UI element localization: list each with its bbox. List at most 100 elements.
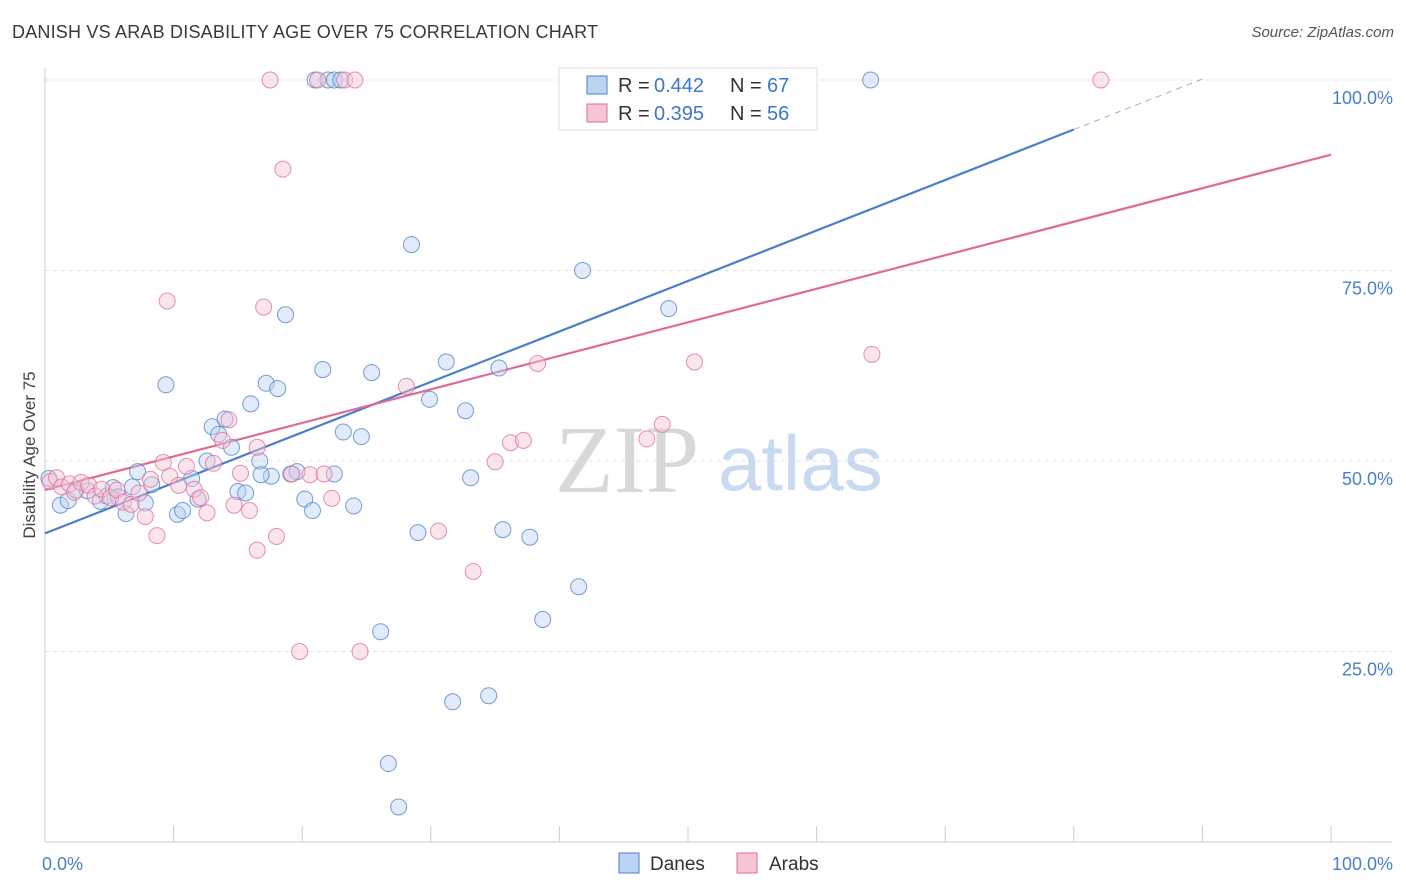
trendline-danes [44,128,1075,535]
point-danes-61 [534,610,552,628]
point-danes-57 [480,687,498,705]
point-arabs-39 [315,465,333,483]
point-arabs-18 [161,467,179,485]
point-danes-54 [444,693,462,711]
point-danes-40 [345,497,363,515]
point-danes-49 [332,71,350,89]
point-arabs-14 [136,508,154,526]
point-danes-63 [574,262,592,279]
point-danes-38 [325,465,343,483]
axes [44,68,1392,843]
point-arabs-48 [464,562,482,580]
chart-title: DANISH VS ARAB DISABILITY AGE OVER 75 CO… [12,22,599,42]
y-tick-label-100: 100.0% [1332,88,1393,108]
point-arabs-44 [158,292,176,310]
bottom-legend-swatch-danes [618,852,640,874]
legend-r-value-danes: 0.442 [654,75,704,97]
legend: R = 0.442 N = 67 R = 0.395 N = 56 [558,67,818,131]
point-danes-23 [222,438,240,456]
point-arabs-47 [430,522,448,540]
point-arabs-15 [141,470,159,488]
point-arabs-22 [192,489,210,507]
point-arabs-45 [248,541,266,559]
point-arabs-26 [220,411,238,429]
point-danes-31 [252,466,270,484]
point-danes-52 [421,390,439,408]
bottom-legend-label-arabs: Arabs [769,854,819,875]
point-arabs-28 [231,464,249,482]
y-tick-label-25: 25.0% [1342,660,1393,680]
point-danes-59 [494,521,512,539]
point-arabs-23 [198,504,216,522]
point-arabs-35 [283,465,301,483]
point-arabs-41 [336,71,354,89]
legend-r-label-danes: R = [618,75,650,97]
point-arabs-27 [225,496,243,514]
point-arabs-40 [323,489,341,507]
point-arabs-49 [486,453,504,471]
point-danes-39 [334,423,352,441]
point-arabs-38 [309,71,327,89]
point-danes-27 [251,452,269,470]
point-danes-41 [352,428,370,446]
point-danes-44 [379,755,397,773]
point-danes-13 [143,476,161,494]
x-tick-label-0: 0.0% [42,854,83,874]
trendline-extension-danes [1073,78,1203,130]
legend-r-label-arabs: R = [618,103,650,125]
point-danes-43 [372,623,390,641]
point-danes-66 [862,71,880,89]
point-arabs-46 [397,377,415,395]
point-danes-53 [437,353,455,371]
point-arabs-51 [514,431,532,449]
legend-n-value-arabs: 56 [767,103,789,125]
point-arabs-13 [130,484,148,502]
legend-r-value-arabs: 0.395 [654,103,704,125]
legend-swatch-arabs [586,103,608,123]
point-danes-18 [189,490,207,508]
data-points [40,71,1110,816]
point-arabs-31 [255,298,273,316]
point-arabs-43 [351,643,369,660]
point-arabs-56 [863,345,881,363]
point-danes-50 [403,236,421,254]
watermark-zip: ZIP [555,406,699,513]
x-tick-label-100: 100.0% [1332,854,1393,874]
legend-n-value-danes: 67 [767,75,789,97]
point-arabs-4 [66,483,84,501]
point-arabs-50 [502,434,520,452]
trendline-arabs [44,153,1332,492]
point-arabs-17 [154,454,172,472]
point-arabs-55 [685,353,703,371]
legend-swatch-danes [586,75,608,95]
point-arabs-33 [267,527,285,545]
point-danes-37 [314,361,332,379]
point-danes-62 [570,578,588,596]
point-danes-45 [390,798,408,816]
point-arabs-16 [148,527,166,545]
point-arabs-36 [291,643,309,660]
point-danes-56 [462,469,480,487]
watermark: ZIP atlas [555,406,883,513]
point-arabs-54 [653,415,671,433]
point-danes-55 [457,402,475,420]
point-arabs-29 [240,502,258,520]
point-danes-25 [237,484,255,502]
point-danes-14 [157,376,175,394]
point-danes-26 [242,395,260,413]
point-danes-48 [325,71,343,89]
point-arabs-52 [529,354,547,372]
source-credit: Source: ZipAtlas.com [1251,24,1394,41]
point-arabs-37 [301,466,319,484]
point-danes-11 [129,463,147,481]
y-tick-label-75: 75.0% [1342,279,1393,299]
point-danes-30 [269,380,287,398]
point-danes-16 [174,502,192,520]
point-danes-36 [303,502,321,520]
point-danes-19 [198,452,216,470]
point-arabs-20 [177,457,195,475]
point-arabs-57 [1092,71,1110,89]
point-danes-65 [660,300,678,318]
point-arabs-32 [261,71,279,89]
